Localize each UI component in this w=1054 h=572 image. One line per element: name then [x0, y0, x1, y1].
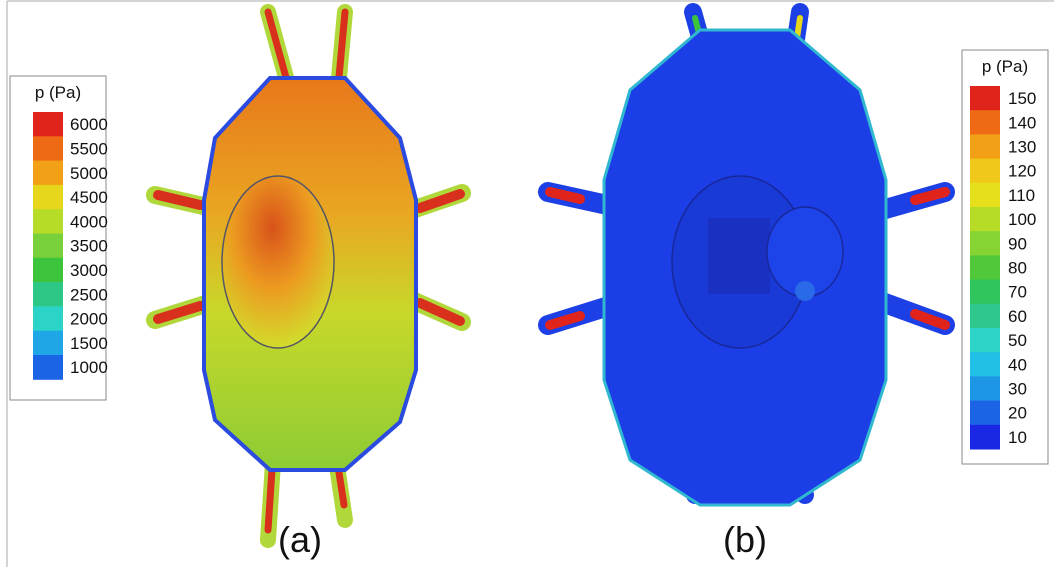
legend-label: 2000 — [70, 310, 108, 329]
legend-label: 130 — [1008, 138, 1036, 157]
legend-label: 80 — [1008, 259, 1027, 278]
legend-swatch — [33, 282, 63, 307]
legend-label: 2500 — [70, 285, 108, 304]
legend-swatch — [33, 234, 63, 259]
legend-label: 5500 — [70, 139, 108, 158]
legend-swatch — [33, 185, 63, 210]
legend-label: 4000 — [70, 212, 108, 231]
block — [708, 218, 770, 294]
legend-swatch — [33, 258, 63, 283]
page: p (Pa) p (Pa) (a) (b) 6000 5500 5000 4500 40… — [0, 0, 1054, 567]
legend-swatch — [970, 280, 1000, 305]
legend-swatch — [33, 136, 63, 161]
figure: p (Pa) p (Pa) (a) (b) 6000 5500 5000 4500 40… — [0, 0, 1054, 567]
legend-swatch — [970, 304, 1000, 329]
legend-label: 6000 — [70, 115, 108, 134]
hub — [222, 176, 334, 348]
legend-swatch — [33, 161, 63, 186]
legend-label: 110 — [1008, 186, 1035, 205]
legend-label: 90 — [1008, 234, 1027, 253]
legend-title: p (Pa) — [35, 83, 81, 102]
legend-label: 4500 — [70, 188, 108, 207]
legend-label: 1000 — [70, 358, 108, 377]
legend-swatch — [970, 255, 1000, 280]
legend-swatch — [33, 331, 63, 356]
legend-label: 30 — [1008, 380, 1027, 399]
legend-label: 5000 — [70, 164, 108, 183]
legend-swatch — [970, 376, 1000, 401]
legend-swatch — [33, 209, 63, 234]
legend-label: 70 — [1008, 283, 1027, 302]
legend-label: 3000 — [70, 261, 108, 280]
legend-swatch — [970, 425, 1000, 450]
panel-label: (a) — [278, 519, 322, 560]
panel-b-shape — [548, 12, 945, 505]
legend-label: 100 — [1008, 210, 1036, 229]
legend-swatch — [970, 231, 1000, 256]
legend-swatch — [970, 134, 1000, 159]
legend-swatch — [970, 401, 1000, 426]
legend-swatch — [33, 306, 63, 331]
legend-swatch — [970, 328, 1000, 353]
legend-label: 40 — [1008, 355, 1027, 374]
legend-label: 60 — [1008, 307, 1027, 326]
legend-label: 150 — [1008, 89, 1036, 108]
panel-a-shape — [155, 12, 462, 540]
legend-label: 3500 — [70, 237, 108, 256]
legend-swatch — [970, 110, 1000, 135]
panel-label: (b) — [723, 519, 767, 560]
legend-label: 20 — [1008, 404, 1027, 423]
legend-swatch — [33, 112, 63, 137]
legend-swatch — [970, 86, 1000, 111]
legend-swatch — [970, 159, 1000, 184]
legend-swatch — [970, 183, 1000, 208]
legend-swatch — [33, 355, 63, 380]
legend-title: p (Pa) — [982, 57, 1028, 76]
legend-label: 50 — [1008, 331, 1027, 350]
legend-swatch — [970, 352, 1000, 377]
legend-label: 1500 — [70, 334, 108, 353]
legend-label: 120 — [1008, 162, 1036, 181]
legend-label: 140 — [1008, 113, 1036, 132]
legend-label: 10 — [1008, 428, 1027, 447]
dot — [795, 281, 815, 301]
legend-swatch — [970, 207, 1000, 232]
